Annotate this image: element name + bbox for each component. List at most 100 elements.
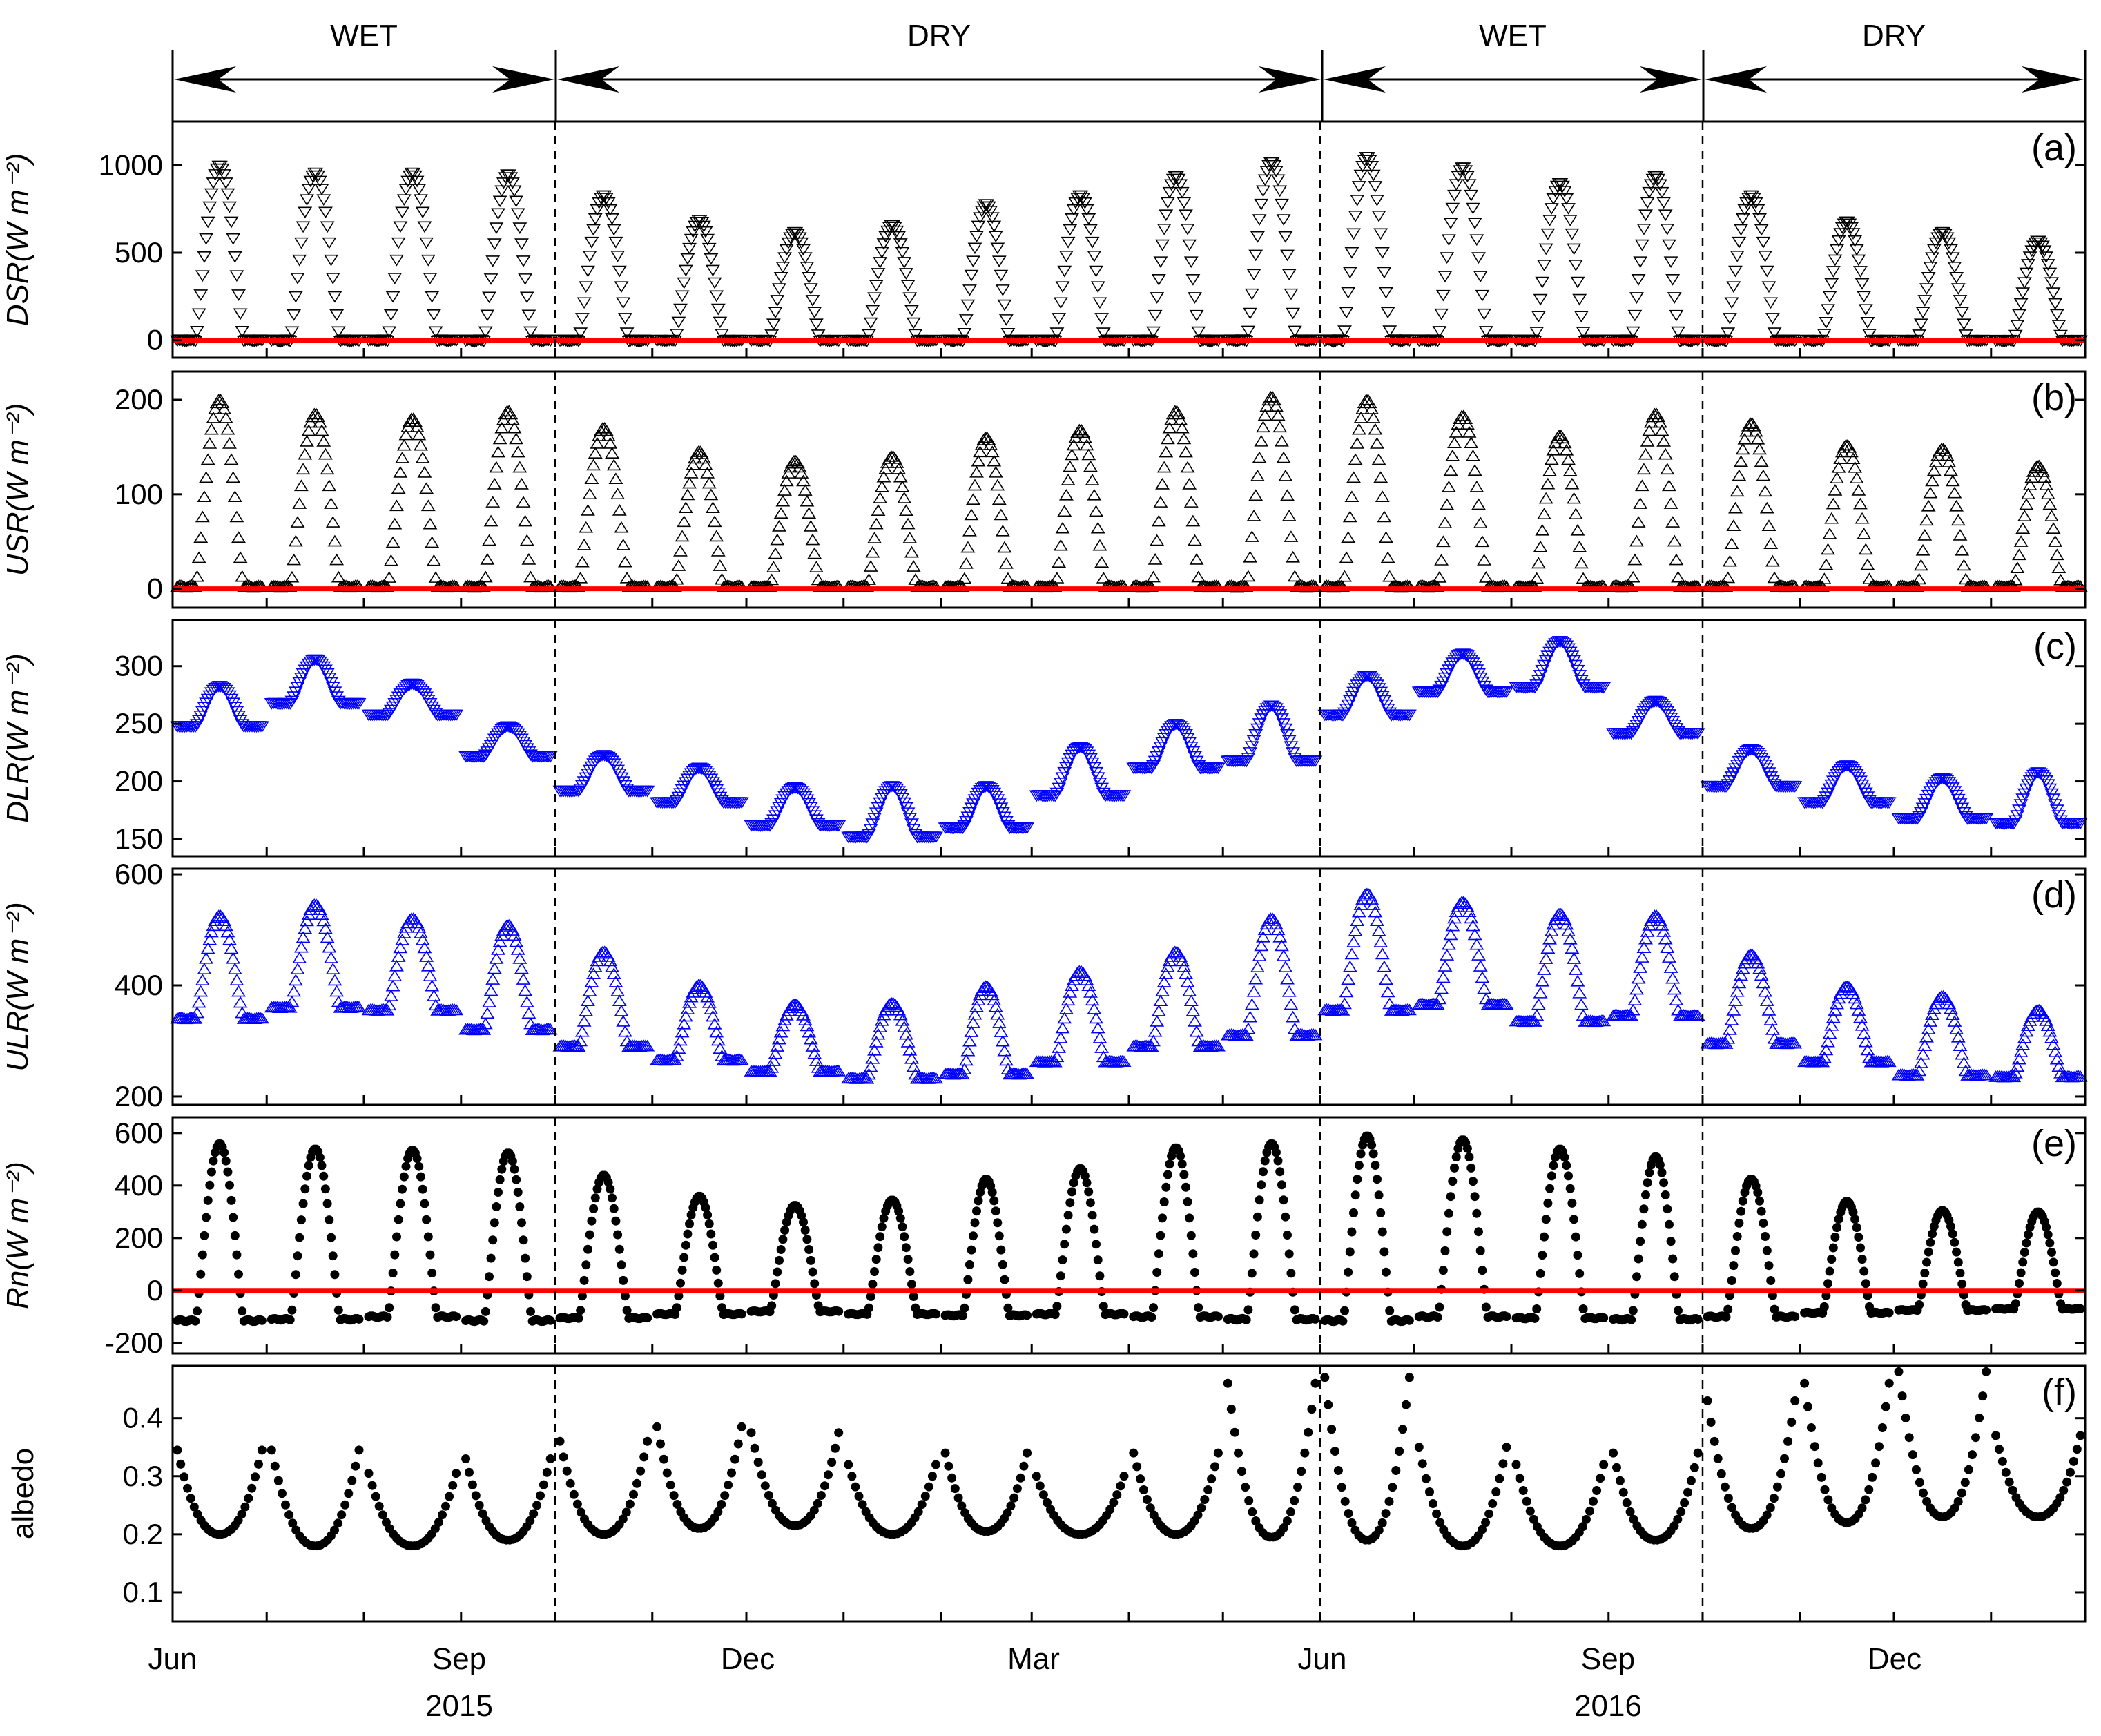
data-point — [614, 1244, 624, 1254]
data-point — [2016, 1268, 2026, 1277]
data-point — [962, 807, 977, 819]
data-point — [1857, 291, 1872, 303]
data-point — [331, 326, 346, 338]
data-point — [1148, 1025, 1163, 1037]
data-point — [1881, 797, 1897, 809]
data-point — [298, 1199, 308, 1208]
data-point — [416, 1172, 425, 1182]
data-point — [2013, 1045, 2029, 1057]
data-point — [969, 465, 984, 478]
data-point — [707, 515, 722, 528]
data-point — [238, 1306, 247, 1316]
data-point — [1335, 1004, 1350, 1016]
data-point — [1284, 1249, 1294, 1259]
data-point — [1442, 1227, 1452, 1237]
data-point — [610, 985, 626, 996]
data-point — [886, 220, 900, 232]
data-point — [1788, 1036, 1803, 1049]
data-point — [1852, 1223, 1861, 1233]
data-point — [1337, 570, 1352, 582]
data-point — [969, 1231, 978, 1241]
data-point — [1076, 742, 1091, 755]
arrow-right-icon — [492, 66, 554, 93]
data-point — [1736, 1206, 1746, 1216]
data-point — [1915, 1300, 1924, 1309]
data-point — [1382, 1267, 1391, 1277]
data-point — [1284, 530, 1299, 542]
data-point — [1094, 1041, 1110, 1053]
data-point — [1537, 659, 1551, 672]
data-point — [1058, 1255, 1067, 1265]
data-point — [2033, 768, 2049, 780]
data-point — [1945, 1008, 1960, 1021]
data-point — [1763, 297, 1779, 309]
data-point — [1272, 421, 1288, 433]
data-point — [393, 221, 408, 233]
data-point — [1949, 272, 1964, 284]
data-point — [1377, 510, 1392, 523]
data-point — [1536, 1269, 1545, 1278]
data-point — [318, 922, 333, 934]
data-point — [291, 1270, 300, 1280]
data-point — [2012, 1052, 2026, 1065]
data-point — [197, 702, 212, 714]
data-point — [1572, 540, 1587, 552]
data-point — [967, 1245, 976, 1255]
data-point — [1830, 472, 1844, 484]
data-point — [676, 1278, 685, 1288]
data-point — [1057, 505, 1072, 517]
data-point — [586, 459, 601, 471]
data-point — [1531, 311, 1546, 323]
data-point — [1151, 746, 1166, 758]
data-point — [1341, 699, 1356, 711]
data-point — [1767, 571, 1782, 584]
data-point — [398, 184, 414, 195]
data-point — [1662, 239, 1676, 251]
data-point — [988, 1000, 1003, 1012]
data-point — [983, 984, 998, 996]
data-point — [1462, 179, 1477, 191]
data-point — [316, 914, 331, 927]
data-point — [1912, 572, 1927, 585]
data-point — [715, 329, 729, 340]
data-point — [772, 283, 786, 295]
data-point — [392, 1232, 401, 1242]
data-point — [771, 1279, 780, 1289]
arrow-right-icon — [2022, 66, 2084, 93]
data-point — [1627, 1315, 1636, 1324]
data-point — [391, 950, 406, 962]
data-point — [1435, 1302, 1444, 1312]
data-point — [1156, 461, 1172, 473]
data-point — [391, 237, 406, 249]
data-point — [610, 488, 626, 500]
data-point — [1284, 998, 1299, 1010]
data-point — [1567, 952, 1582, 964]
data-point — [2022, 479, 2037, 490]
data-point — [191, 996, 206, 1008]
data-point — [1477, 308, 1492, 320]
data-point — [1244, 530, 1259, 542]
data-point — [772, 1032, 786, 1045]
data-point — [1625, 326, 1640, 338]
data-point — [768, 810, 783, 822]
data-point — [1955, 1269, 1965, 1278]
data-point — [1464, 189, 1479, 202]
data-point — [577, 1291, 587, 1301]
data-point — [906, 317, 921, 329]
data-point — [1063, 460, 1078, 472]
data-point — [698, 226, 713, 238]
data-point — [1310, 1314, 1320, 1324]
data-point — [2012, 548, 2026, 561]
data-point — [1181, 1182, 1190, 1192]
data-point — [399, 1172, 409, 1182]
data-point — [1467, 464, 1482, 476]
data-point — [1158, 1213, 1167, 1223]
data-point — [1440, 1246, 1450, 1255]
data-point — [385, 1303, 394, 1313]
data-point — [867, 292, 882, 305]
data-point — [1287, 325, 1302, 338]
data-point — [1443, 464, 1458, 476]
data-point — [1432, 992, 1447, 1005]
data-point — [873, 1243, 883, 1253]
data-point — [1759, 501, 1774, 514]
